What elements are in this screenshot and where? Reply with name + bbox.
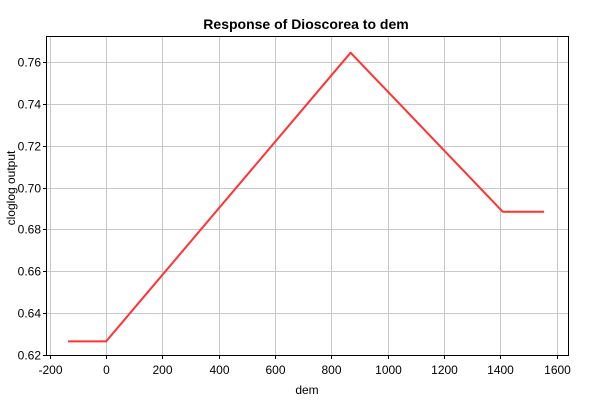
plot-frame — [46, 36, 569, 356]
chart-title: Response of Dioscorea to dem — [203, 16, 408, 32]
x-tick-label: -200 — [38, 363, 62, 377]
y-tick-label: 0.64 — [18, 307, 42, 321]
x-axis: -200 0 200 400 600 800 1000 1200 1400 1600 — [38, 355, 571, 377]
y-tick-label: 0.70 — [18, 182, 42, 196]
y-tick-label: 0.66 — [18, 265, 42, 279]
y-tick-label: 0.62 — [18, 349, 42, 363]
series-line — [68, 51, 545, 343]
x-tick-label: 200 — [152, 363, 172, 377]
y-tick-label: 0.68 — [18, 223, 42, 237]
x-tick-label: 1400 — [487, 363, 514, 377]
series-layer — [68, 51, 545, 343]
x-tick-label: 800 — [321, 363, 341, 377]
y-tick-label: 0.76 — [18, 56, 42, 70]
x-tick-label: 0 — [103, 363, 110, 377]
x-axis-label: dem — [295, 383, 318, 397]
x-tick-label: 1200 — [431, 363, 458, 377]
grid-layer — [47, 37, 568, 356]
y-axis-label: cloglog output — [4, 150, 18, 225]
x-tick-label: 1000 — [375, 363, 402, 377]
x-tick-label: 600 — [265, 363, 285, 377]
y-axis: 0.62 0.64 0.66 0.68 0.70 0.72 0.74 0.76 — [18, 56, 47, 363]
y-tick-label: 0.74 — [18, 98, 42, 112]
y-tick-label: 0.72 — [18, 140, 42, 154]
x-tick-label: 400 — [209, 363, 229, 377]
x-tick-label: 1600 — [544, 363, 571, 377]
